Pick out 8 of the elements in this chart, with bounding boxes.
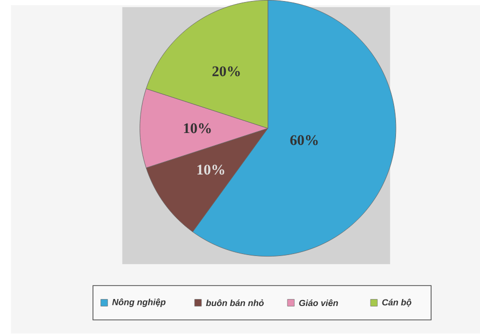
- data-label: 10%: [197, 164, 224, 175]
- data-label: 20%: [212, 66, 240, 77]
- legend-label: Giáo viên: [299, 300, 338, 306]
- legend-label: Cán bộ: [382, 299, 412, 307]
- data-label: 10%: [184, 124, 211, 134]
- legend-label: Nông nghiệp: [112, 298, 166, 308]
- data-label: 60%: [290, 135, 318, 146]
- legend-label: buôn bán nhỏ: [206, 300, 264, 306]
